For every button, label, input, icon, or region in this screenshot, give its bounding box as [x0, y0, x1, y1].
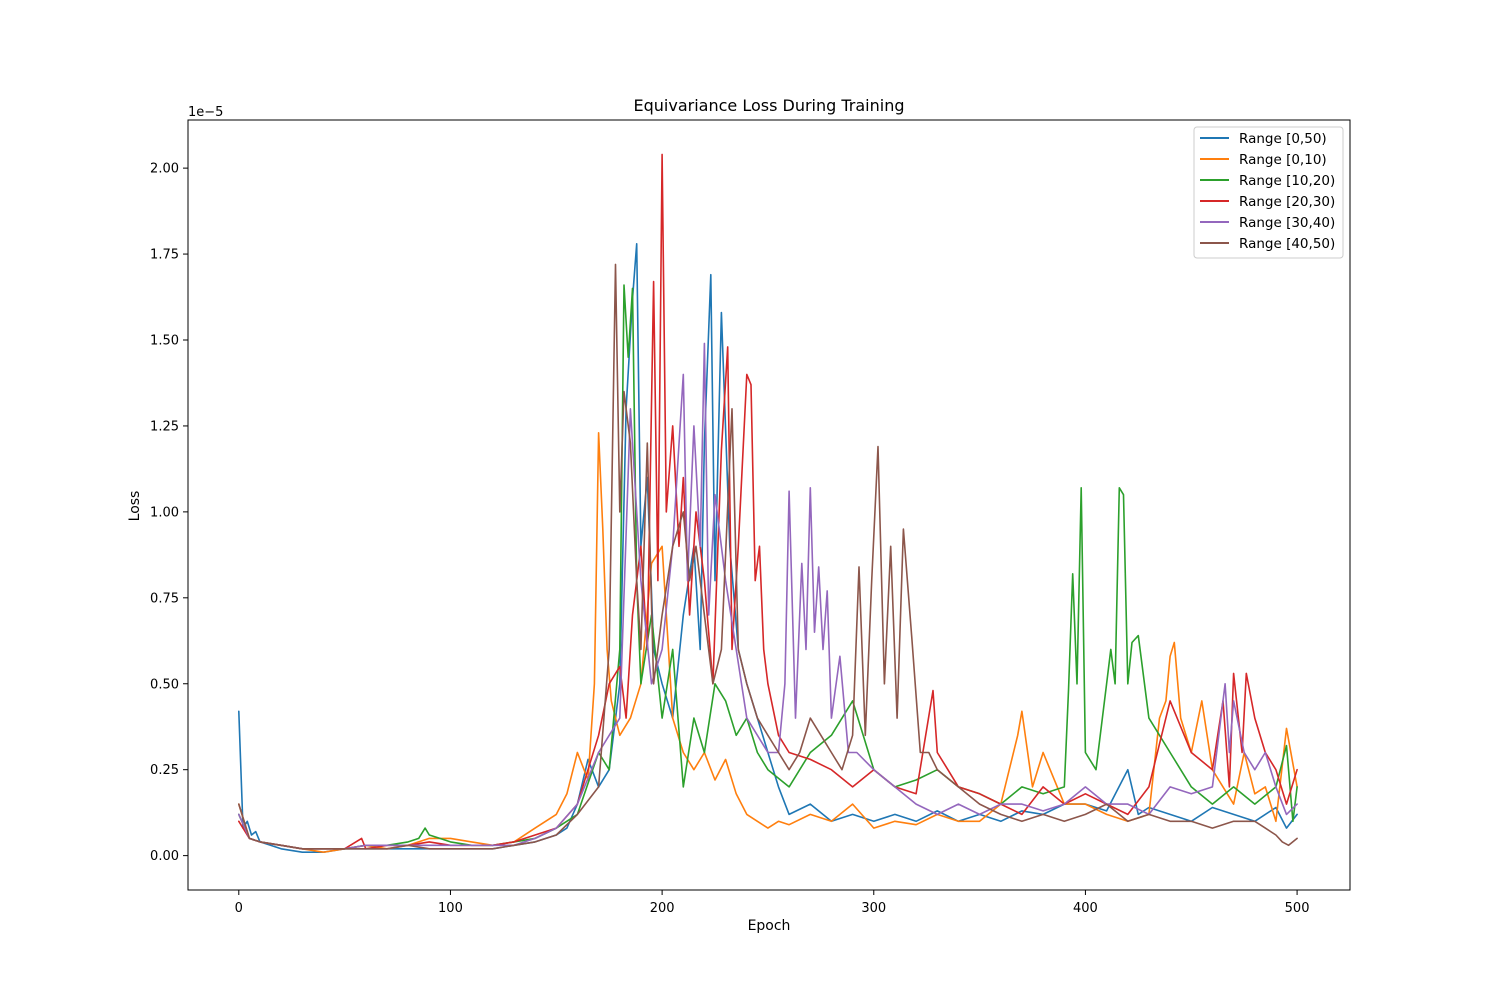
- chart-title: Equivariance Loss During Training: [634, 96, 905, 115]
- legend: Range [0,50) Range [0,10) Range [10,20) Ran…: [1193, 126, 1344, 259]
- y-tick-label: 0.00: [150, 849, 179, 864]
- series-line-2: [238, 284, 1298, 850]
- y-tick-label: 1.75: [150, 248, 179, 263]
- legend-items: Range [0,50) Range [0,10) Range [10,20) Ran…: [1200, 131, 1335, 252]
- legend-label-1: Range [0,10): [1239, 152, 1327, 168]
- legend-label-4: Range [30,40): [1239, 215, 1335, 231]
- legend-box: [1193, 126, 1344, 259]
- x-axis: 0 100 200 300 400 500: [235, 890, 1310, 916]
- x-tick-label: 0: [235, 901, 243, 916]
- plot-frame: [187, 119, 1351, 891]
- y-tick-label: 1.25: [150, 419, 179, 434]
- series-line-5: [238, 263, 1298, 850]
- y-offset-label: 1e−5: [188, 105, 223, 120]
- x-tick-label: 500: [1285, 901, 1310, 916]
- legend-label-5: Range [40,50): [1239, 236, 1335, 252]
- y-axis: 0.00 0.25 0.50 0.75 1.00 1.25 1.50 1.75 2.00: [150, 162, 188, 864]
- x-tick-label: 300: [861, 901, 886, 916]
- y-tick-label: 0.50: [150, 677, 179, 692]
- y-tick-label: 2.00: [150, 162, 179, 177]
- x-tick-label: 400: [1073, 901, 1098, 916]
- series-line-4: [238, 342, 1298, 850]
- y-tick-label: 0.75: [150, 591, 179, 606]
- y-tick-label: 1.50: [150, 334, 179, 349]
- x-axis-label: Epoch: [748, 918, 791, 934]
- legend-label-3: Range [20,30): [1239, 194, 1335, 210]
- series-line-1: [238, 431, 1298, 854]
- series-layer: [238, 153, 1298, 854]
- y-axis-label: Loss: [127, 491, 143, 522]
- y-tick-label: 1.00: [150, 505, 179, 520]
- legend-label-0: Range [0,50): [1239, 131, 1327, 147]
- legend-label-2: Range [10,20): [1239, 173, 1335, 189]
- x-tick-label: 100: [438, 901, 463, 916]
- y-tick-label: 0.25: [150, 763, 179, 778]
- x-tick-label: 200: [650, 901, 675, 916]
